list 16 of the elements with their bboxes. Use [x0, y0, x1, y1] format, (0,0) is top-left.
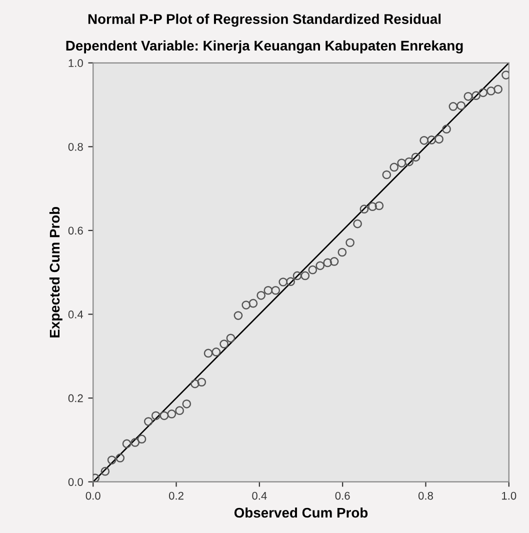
- x-tick-label: 0.6: [335, 492, 350, 500]
- x-tick-label: 1.0: [502, 492, 516, 500]
- chart-title: Normal P-P Plot of Regression Standardized Residual: [88, 14, 441, 27]
- x-axis-title: Observed Cum Prob: [234, 507, 368, 518]
- y-tick-label: 0.8: [68, 142, 83, 151]
- x-tick-label: 0.4: [252, 492, 267, 500]
- x-tick-label: 0.0: [86, 492, 100, 500]
- x-tick-label: 0.8: [418, 492, 433, 500]
- y-tick-label: 0.2: [68, 394, 83, 402]
- chart-subtitle: Dependent Variable: Kinerja Keuangan Kabupaten Enrekang: [66, 40, 463, 54]
- x-tick-label: 0.2: [168, 492, 184, 500]
- y-tick-label: 0.6: [68, 226, 83, 235]
- y-axis-title: Expected Cum Prob: [49, 206, 62, 338]
- y-tick-label: 1.0: [68, 59, 83, 68]
- y-tick-label: 0.4: [68, 310, 84, 318]
- y-tick-label: 0.0: [68, 478, 83, 486]
